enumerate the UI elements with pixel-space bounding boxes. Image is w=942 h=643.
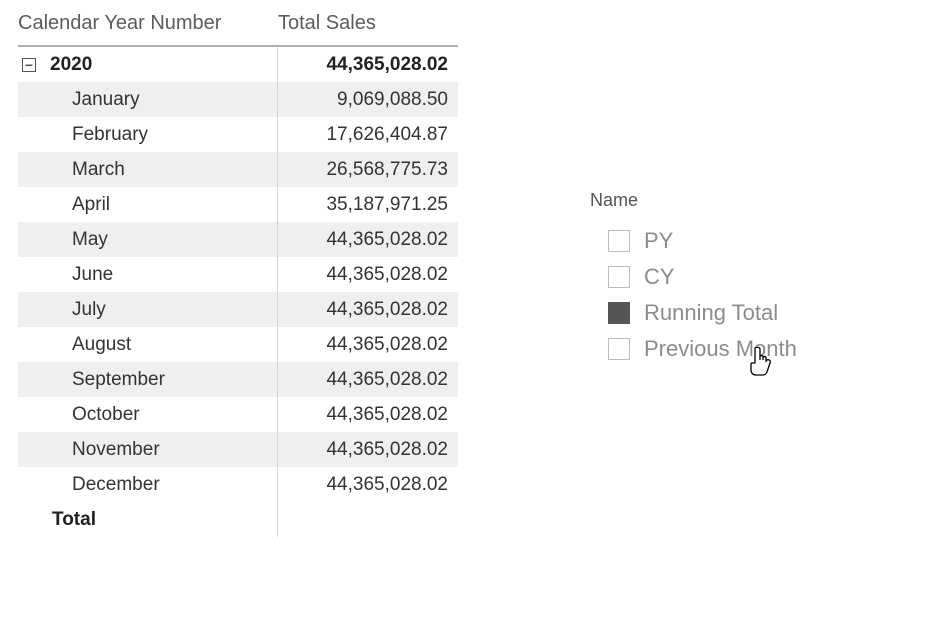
slicer-item-label: Previous Month (644, 336, 797, 362)
month-label: December (22, 474, 160, 496)
month-label: June (22, 264, 113, 286)
table-row[interactable]: August 44,365,028.02 (18, 327, 458, 362)
month-label: February (22, 124, 148, 146)
slicer-item-label: Running Total (644, 300, 778, 326)
table-row[interactable]: October 44,365,028.02 (18, 397, 458, 432)
table-row[interactable]: May 44,365,028.02 (18, 222, 458, 257)
slicer-item[interactable]: CY (590, 259, 920, 295)
month-value: 44,365,028.02 (278, 222, 458, 257)
slicer-item[interactable]: Running Total (590, 295, 920, 331)
table-row[interactable]: November 44,365,028.02 (18, 432, 458, 467)
table-column-headers: Calendar Year Number Total Sales (18, 12, 924, 45)
month-value: 44,365,028.02 (278, 257, 458, 292)
checkbox-unchecked-icon[interactable] (608, 338, 630, 360)
month-label: October (22, 404, 140, 426)
name-slicer: Name PY CY Running Total Previous Month (590, 190, 920, 367)
slicer-item-label: CY (644, 264, 675, 290)
month-value: 44,365,028.02 (278, 467, 458, 502)
year-label: 2020 (50, 54, 92, 76)
month-label: July (22, 299, 106, 321)
month-value: 44,365,028.02 (278, 432, 458, 467)
month-label: January (22, 89, 140, 111)
table-row[interactable]: July 44,365,028.02 (18, 292, 458, 327)
year-total-value: 44,365,028.02 (278, 47, 458, 82)
slicer-item[interactable]: Previous Month (590, 331, 920, 367)
column-header-total-sales[interactable]: Total Sales (278, 12, 458, 35)
table-row[interactable]: April 35,187,971.25 (18, 187, 458, 222)
month-label: April (22, 194, 110, 216)
month-value: 17,626,404.87 (278, 117, 458, 152)
table-row[interactable]: February 17,626,404.87 (18, 117, 458, 152)
table-row[interactable]: December 44,365,028.02 (18, 467, 458, 502)
month-value: 35,187,971.25 (278, 187, 458, 222)
month-value: 26,568,775.73 (278, 152, 458, 187)
slicer-item-label: PY (644, 228, 673, 254)
grand-total-value (278, 502, 458, 537)
table-row[interactable]: March 26,568,775.73 (18, 152, 458, 187)
month-label: March (22, 159, 125, 181)
month-value: 44,365,028.02 (278, 292, 458, 327)
slicer-title: Name (590, 190, 920, 211)
slicer-item[interactable]: PY (590, 223, 920, 259)
checkbox-unchecked-icon[interactable] (608, 266, 630, 288)
month-value: 9,069,088.50 (278, 82, 458, 117)
month-value: 44,365,028.02 (278, 362, 458, 397)
table-row[interactable]: September 44,365,028.02 (18, 362, 458, 397)
month-label: May (22, 229, 108, 251)
table-row[interactable]: June 44,365,028.02 (18, 257, 458, 292)
month-label: August (22, 334, 131, 356)
checkbox-unchecked-icon[interactable] (608, 230, 630, 252)
column-header-calendar-year[interactable]: Calendar Year Number (18, 12, 278, 35)
month-value: 44,365,028.02 (278, 397, 458, 432)
collapse-icon[interactable]: − (22, 58, 36, 72)
checkbox-checked-icon[interactable] (608, 302, 630, 324)
month-value: 44,365,028.02 (278, 327, 458, 362)
year-header-row[interactable]: − 2020 44,365,028.02 (18, 47, 458, 82)
grand-total-row: Total (18, 502, 458, 537)
month-label: November (22, 439, 160, 461)
pivot-matrix: − 2020 44,365,028.02 January 9,069,088.50… (18, 45, 458, 537)
grand-total-label: Total (18, 502, 278, 537)
table-row[interactable]: January 9,069,088.50 (18, 82, 458, 117)
month-label: September (22, 369, 165, 391)
